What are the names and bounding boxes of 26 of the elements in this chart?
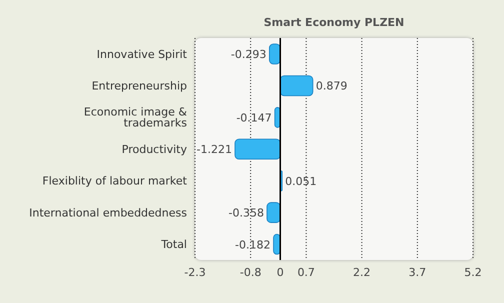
- y-tick-label: Flexiblity of labour market: [42, 174, 188, 188]
- y-tick-label: International embeddedness: [29, 206, 188, 220]
- data-label: -0.182: [235, 238, 271, 252]
- x-tick-label: 5.2: [464, 266, 482, 279]
- x-tick-label: 2.2: [353, 266, 371, 279]
- bar: [234, 138, 281, 160]
- x-tick-label: 0.7: [297, 266, 315, 279]
- data-label: -0.293: [230, 48, 266, 61]
- y-tick-label: Economic image & trademarks: [84, 106, 188, 130]
- y-tick-label: Entrepreneurship: [92, 79, 188, 92]
- x-tick-label: 0: [276, 266, 284, 279]
- data-label: 0.879: [316, 80, 348, 93]
- x-tick-label: -2.3: [184, 266, 206, 279]
- bar: [266, 202, 281, 223]
- y-tick-label: Innovative Spirit: [96, 48, 188, 61]
- y-tick-label: Total: [160, 238, 187, 252]
- bar: [280, 75, 314, 96]
- x-tick-label: 3.7: [408, 266, 426, 279]
- data-label: -0.358: [228, 206, 264, 220]
- data-label: -0.147: [236, 111, 272, 124]
- data-label: 0.051: [285, 174, 317, 188]
- y-tick-label: Productivity: [122, 142, 188, 156]
- x-tick-label: -0.8: [240, 266, 262, 279]
- data-label: -1.221: [196, 143, 232, 156]
- bar: [268, 44, 281, 64]
- chart-title: Smart Economy PLZEN: [262, 16, 406, 29]
